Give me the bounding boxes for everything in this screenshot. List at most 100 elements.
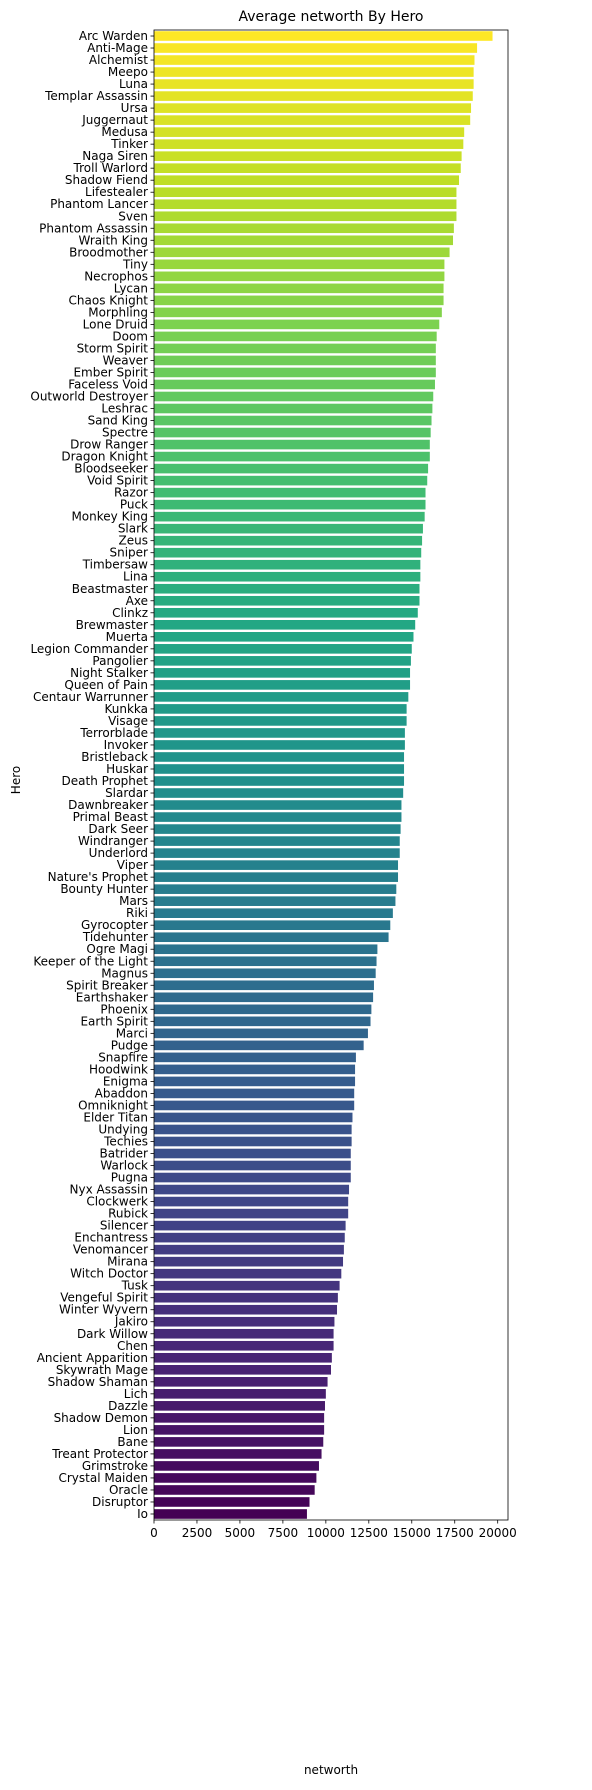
y-tick-label: Puck <box>120 498 148 512</box>
bar <box>154 728 405 738</box>
bar <box>154 535 423 546</box>
bar <box>154 79 474 89</box>
y-tick-label: Medusa <box>101 125 148 139</box>
y-tick-label: Bloodseeker <box>74 462 148 476</box>
bar <box>154 908 393 918</box>
x-tick-label: 10000 <box>307 1526 345 1540</box>
bar <box>154 716 407 726</box>
bar <box>154 211 457 222</box>
bar <box>154 1304 338 1315</box>
bar <box>154 175 460 186</box>
y-tick-label: Axe <box>126 594 148 608</box>
y-tick-label: Enigma <box>103 1074 148 1088</box>
y-tick-label: Viper <box>117 858 148 872</box>
bar <box>154 1148 351 1159</box>
bar <box>154 1088 355 1099</box>
y-tick-label: Witch Doctor <box>70 1267 148 1281</box>
bar <box>154 571 421 582</box>
bar <box>154 379 435 390</box>
bar <box>154 163 461 173</box>
y-tick-label: Templar Assassin <box>44 89 148 103</box>
bar <box>154 776 405 786</box>
y-tick-label: Tinker <box>110 137 148 151</box>
y-tick-label: Storm Spirit <box>77 341 149 355</box>
y-axis-title: Hero <box>9 766 23 794</box>
bar <box>154 812 402 822</box>
bar <box>154 692 409 702</box>
y-tick-label: Lich <box>124 1387 148 1401</box>
bar <box>154 1328 334 1339</box>
y-tick-label: Bounty Hunter <box>60 882 148 896</box>
y-tick-label: Ancient Apparition <box>37 1351 148 1365</box>
y-tick-label: Faceless Void <box>68 377 148 391</box>
bar <box>154 487 426 498</box>
bar <box>154 223 454 234</box>
bar <box>154 644 412 654</box>
bar <box>154 259 445 270</box>
y-tick-label: Omniknight <box>78 1098 148 1112</box>
bar <box>154 1076 356 1087</box>
bar <box>154 451 430 462</box>
bar <box>154 295 444 306</box>
bar <box>154 1040 364 1051</box>
bar <box>154 980 374 991</box>
bar <box>154 247 450 258</box>
bar <box>154 1196 349 1207</box>
y-tick-label: Marci <box>116 1026 148 1040</box>
y-tick-label: Lycan <box>114 281 148 295</box>
x-tick-label: 5000 <box>225 1526 256 1540</box>
y-tick-label: Necrophos <box>84 269 148 283</box>
bar <box>154 559 421 570</box>
bar <box>154 103 472 113</box>
y-tick-label: Naga Siren <box>82 149 148 163</box>
bar <box>154 607 418 618</box>
y-tick-label: Invoker <box>104 738 148 752</box>
y-tick-label: Dawnbreaker <box>68 798 148 812</box>
y-tick-label: Earth Spirit <box>80 1014 148 1028</box>
bar <box>154 932 389 943</box>
x-tick-label: 2500 <box>182 1526 213 1540</box>
bar <box>154 547 422 558</box>
y-tick-label: Tiny <box>122 257 148 271</box>
y-tick-label: Chen <box>117 1339 148 1353</box>
y-tick-label: Queen of Pain <box>64 678 148 692</box>
bar <box>154 31 493 41</box>
y-tick-label: Drow Ranger <box>70 438 148 452</box>
y-tick-label: Pangolier <box>92 654 148 668</box>
bar <box>154 619 416 630</box>
y-tick-label: Shadow Shaman <box>48 1375 148 1389</box>
bar <box>154 307 442 318</box>
y-tick-label: Lina <box>123 570 148 584</box>
bar <box>154 91 473 101</box>
y-tick-label: Crystal Maiden <box>58 1471 148 1485</box>
x-tick-label: 15000 <box>393 1526 431 1540</box>
y-tick-label: Magnus <box>101 966 148 980</box>
bar <box>154 1389 326 1399</box>
y-tick-label: Beastmaster <box>72 582 148 596</box>
y-tick-label: Ursa <box>121 101 148 115</box>
y-tick-label: Weaver <box>103 353 148 367</box>
bar <box>154 992 374 1003</box>
bar <box>154 860 399 870</box>
y-tick-label: Treant Protector <box>51 1447 148 1461</box>
bar <box>154 1473 317 1483</box>
y-tick-label: Death Prophet <box>62 774 149 788</box>
y-tick-label: Bristleback <box>81 750 148 764</box>
y-tick-label: Zeus <box>119 534 148 548</box>
bar <box>154 319 440 330</box>
y-tick-label: Shadow Fiend <box>65 173 148 187</box>
y-tick-label: Brewmaster <box>76 618 148 632</box>
bar <box>154 800 402 810</box>
bar <box>154 668 411 678</box>
bars-group <box>154 31 493 1519</box>
y-tick-label: Hoodwink <box>89 1062 148 1076</box>
y-tick-label: Enchantress <box>74 1231 148 1245</box>
bar <box>154 43 478 53</box>
bar <box>154 55 475 65</box>
bar <box>154 1292 338 1303</box>
bar <box>154 1244 344 1255</box>
y-tick-label: Vengeful Spirit <box>60 1291 148 1305</box>
bar <box>154 1220 346 1231</box>
y-tick-label: Centaur Warrunner <box>33 690 148 704</box>
